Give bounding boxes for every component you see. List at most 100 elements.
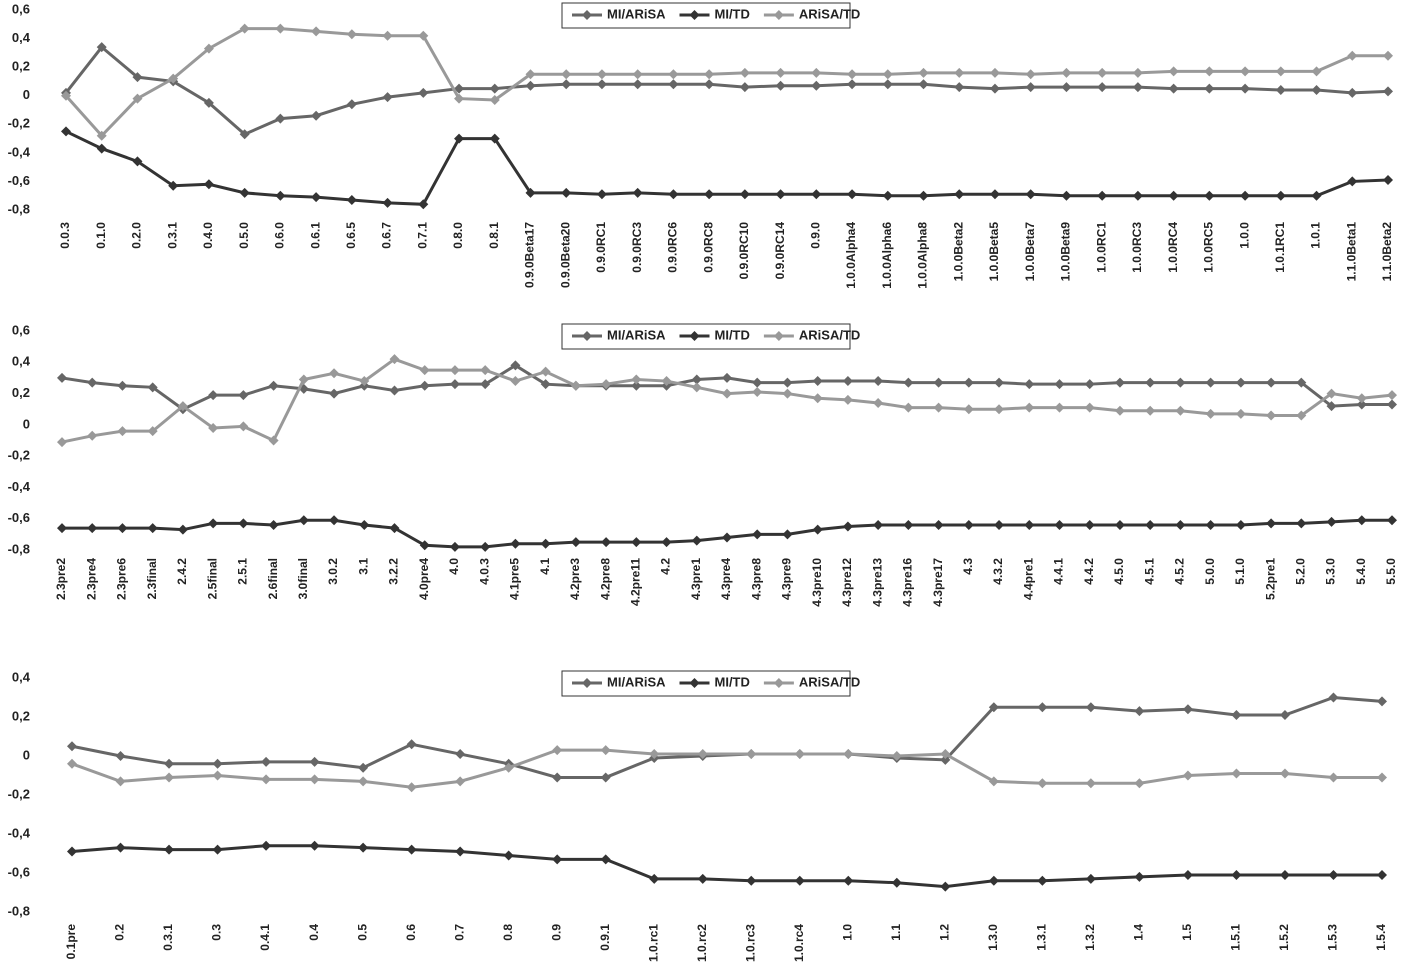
point bbox=[1114, 519, 1125, 530]
point bbox=[1097, 67, 1108, 78]
point bbox=[1024, 519, 1035, 530]
point bbox=[918, 79, 929, 90]
point bbox=[812, 524, 823, 535]
point bbox=[632, 69, 643, 80]
x-tick-label: 4.3pre16 bbox=[901, 558, 915, 607]
point bbox=[87, 523, 98, 534]
legend-marker bbox=[582, 331, 592, 341]
point bbox=[847, 79, 858, 90]
point bbox=[1356, 393, 1367, 404]
point bbox=[842, 521, 853, 532]
x-tick-label: 0.4 bbox=[307, 924, 321, 941]
point bbox=[298, 374, 309, 385]
point bbox=[794, 749, 805, 760]
point bbox=[882, 190, 893, 201]
point bbox=[596, 189, 607, 200]
point bbox=[1275, 66, 1286, 77]
point bbox=[406, 782, 417, 793]
point bbox=[842, 394, 853, 405]
x-tick-label: 3.0final bbox=[296, 558, 310, 599]
x-tick-label: 3.2.2 bbox=[387, 558, 401, 585]
y-tick-label: -0,2 bbox=[8, 116, 30, 131]
point bbox=[847, 69, 858, 80]
point bbox=[261, 756, 272, 767]
point bbox=[525, 187, 536, 198]
point bbox=[1134, 706, 1145, 717]
y-tick-label: -0,2 bbox=[8, 448, 30, 463]
point bbox=[238, 518, 249, 529]
point bbox=[903, 402, 914, 413]
point bbox=[1240, 190, 1251, 201]
point bbox=[329, 388, 340, 399]
point bbox=[1266, 518, 1277, 529]
point bbox=[1084, 402, 1095, 413]
point bbox=[746, 875, 757, 886]
point bbox=[540, 538, 551, 549]
point bbox=[389, 354, 400, 365]
point bbox=[489, 95, 500, 105]
x-tick-label: 1.5.1 bbox=[1229, 924, 1243, 951]
point bbox=[632, 187, 643, 198]
point bbox=[704, 79, 715, 90]
point bbox=[1328, 869, 1339, 880]
point bbox=[177, 401, 188, 412]
point bbox=[510, 376, 521, 387]
point bbox=[87, 377, 98, 388]
point bbox=[940, 754, 951, 765]
point bbox=[847, 189, 858, 200]
x-tick-label: 4.2pre8 bbox=[598, 558, 612, 600]
y-tick-label: 0,2 bbox=[12, 385, 30, 400]
point bbox=[510, 538, 521, 549]
point bbox=[268, 435, 279, 446]
point bbox=[261, 774, 272, 785]
y-tick-label: 0 bbox=[23, 747, 30, 762]
point bbox=[1231, 768, 1242, 779]
x-tick-label: 5.3.0 bbox=[1324, 558, 1338, 585]
point bbox=[115, 776, 126, 787]
point bbox=[1356, 515, 1367, 526]
point bbox=[406, 739, 417, 750]
series-line bbox=[65, 130, 1389, 206]
x-tick-label: 0.7 bbox=[452, 924, 466, 941]
point bbox=[1387, 390, 1397, 401]
point bbox=[212, 770, 223, 781]
point bbox=[115, 751, 126, 761]
point bbox=[212, 758, 223, 769]
x-tick-label: 0.9.0 bbox=[808, 222, 822, 249]
point bbox=[455, 776, 466, 787]
x-tick-label: 4.1pre5 bbox=[508, 558, 522, 600]
x-tick-label: 1.5.4 bbox=[1374, 924, 1388, 951]
x-tick-label: 4.3pre4 bbox=[719, 558, 733, 600]
y-tick-label: -0,6 bbox=[8, 864, 30, 879]
y-tick-label: 0,4 bbox=[12, 354, 31, 369]
point bbox=[1097, 190, 1108, 201]
point bbox=[596, 69, 607, 80]
point bbox=[67, 846, 77, 857]
x-tick-label: 0.6.1 bbox=[308, 222, 322, 249]
y-tick-label: 0,6 bbox=[12, 1, 30, 16]
x-tick-label: 4.1 bbox=[538, 558, 552, 575]
point bbox=[1025, 69, 1036, 80]
point bbox=[1132, 67, 1143, 78]
point bbox=[873, 519, 884, 530]
x-tick-label: 4.3pre10 bbox=[810, 558, 824, 607]
point bbox=[1347, 87, 1358, 98]
x-tick-label: 0.6.5 bbox=[344, 222, 358, 249]
point bbox=[57, 523, 67, 534]
x-tick-label: 4.5.0 bbox=[1112, 558, 1126, 585]
legend-marker bbox=[582, 678, 592, 688]
y-tick-label: -0,6 bbox=[8, 173, 30, 188]
x-tick-label: 1.0.0Beta7 bbox=[1023, 222, 1037, 282]
x-tick-label: 4.3pre17 bbox=[931, 558, 945, 607]
point bbox=[1296, 410, 1307, 421]
legend-label: MI/TD bbox=[715, 674, 750, 689]
x-tick-label: 0.7.1 bbox=[415, 222, 429, 249]
point bbox=[1025, 189, 1036, 200]
point bbox=[268, 380, 279, 391]
x-tick-label: 5.0.0 bbox=[1203, 558, 1217, 585]
point bbox=[1377, 869, 1387, 880]
point bbox=[480, 379, 491, 390]
point bbox=[238, 421, 249, 432]
point bbox=[455, 846, 466, 857]
point bbox=[704, 69, 715, 80]
